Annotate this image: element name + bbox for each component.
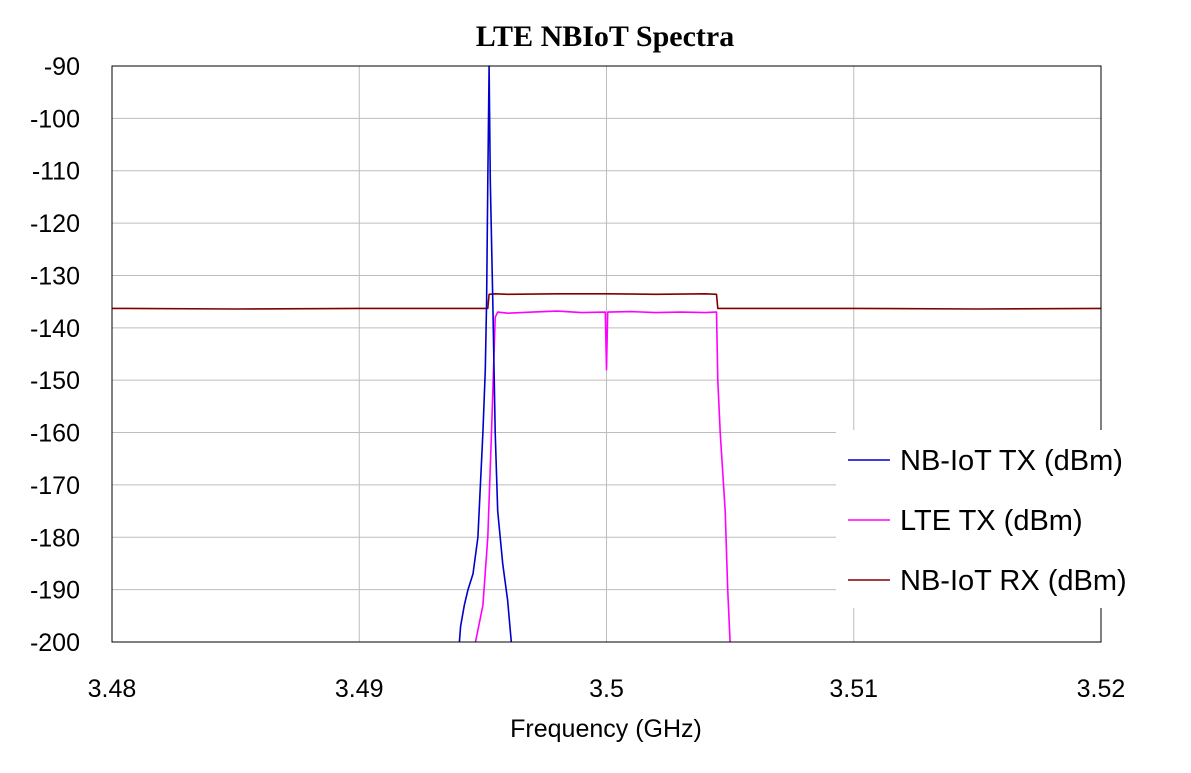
x-tick-label: 3.49 [335, 675, 384, 703]
y-tick-label: -120 [30, 210, 80, 238]
y-tick-label: -110 [32, 158, 80, 186]
legend-label: NB-IoT RX (dBm) [900, 565, 1127, 597]
y-tick-label: -150 [30, 367, 80, 395]
plot-frame [111, 65, 1102, 643]
x-tick-label: 3.51 [829, 675, 878, 703]
series-line [474, 310, 731, 643]
x-axis-label: Frequency (GHz) [510, 715, 702, 743]
legend-label: LTE TX (dBm) [900, 505, 1083, 537]
series-layer [111, 65, 1102, 643]
y-tick-label: -180 [30, 524, 80, 552]
y-tick-label: -100 [30, 105, 80, 133]
y-tick-label: -130 [30, 262, 80, 290]
y-tick-label: -200 [30, 629, 80, 657]
legend: NB-IoT TX (dBm) LTE TX (dBm) NB-IoT RX (dB… [836, 430, 1176, 608]
y-axis: -90 -100 -110 -120 -130 -140 -150 -160 -170 -180 -… [30, 53, 80, 657]
y-tick-label: -90 [44, 53, 80, 81]
x-axis: 3.48 3.49 3.5 3.51 3.52 [88, 675, 1126, 703]
y-tick-label: -170 [30, 472, 80, 500]
x-tick-label: 3.48 [88, 675, 137, 703]
y-tick-label: -190 [30, 577, 80, 605]
series-line [458, 65, 513, 643]
y-tick-label: -140 [30, 315, 80, 343]
series-line [111, 292, 1102, 310]
x-tick-label: 3.52 [1077, 675, 1126, 703]
chart-title: LTE NBIoT Spectra [476, 20, 734, 53]
x-tick-label: 3.5 [589, 675, 624, 703]
y-tick-label: -160 [30, 420, 80, 448]
legend-label: NB-IoT TX (dBm) [900, 445, 1123, 477]
legend-box [836, 430, 1176, 608]
